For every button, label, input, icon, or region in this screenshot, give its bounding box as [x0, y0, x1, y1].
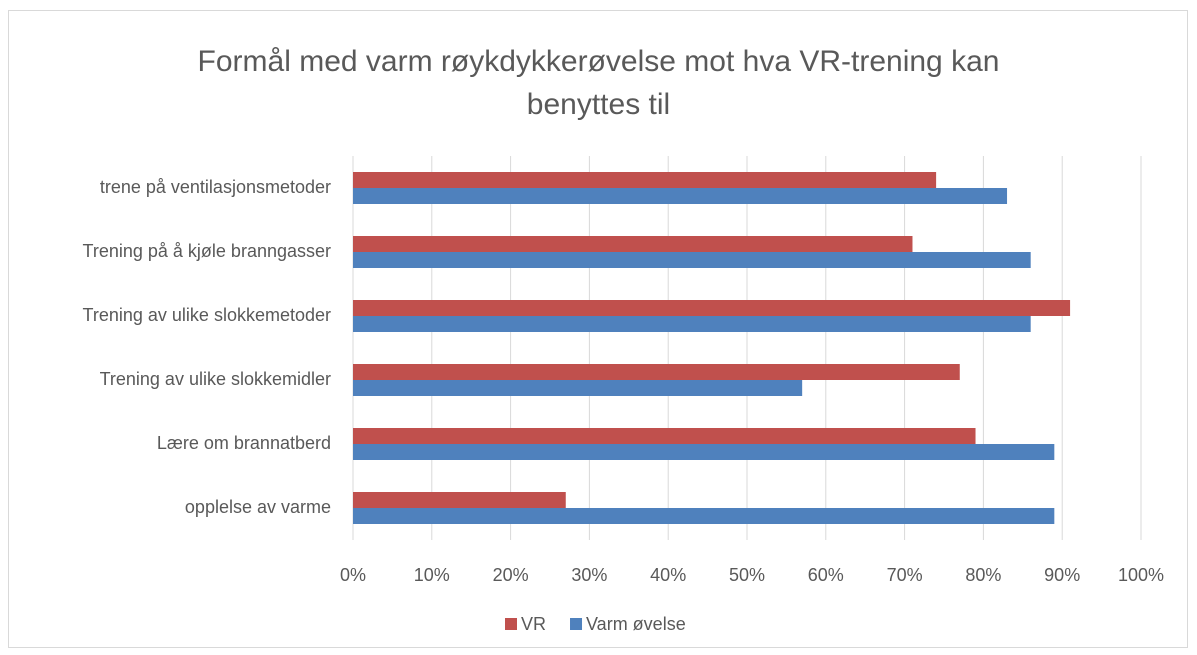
legend-swatch — [505, 618, 517, 630]
y-tick-label: Trening av ulike slokkemidler — [100, 369, 331, 389]
x-tick-label: 80% — [965, 565, 1001, 585]
y-tick-label: trene på ventilasjonsmetoder — [100, 177, 331, 197]
bar — [353, 428, 976, 444]
bar — [353, 300, 1071, 316]
x-tick-label: 20% — [493, 565, 529, 585]
bar — [353, 364, 960, 380]
bar — [353, 188, 1008, 204]
x-tick-label: 0% — [340, 565, 366, 585]
y-tick-label: opplelse av varme — [185, 497, 331, 517]
y-tick-label: Trening på å kjøle branngasser — [83, 241, 331, 261]
bar — [353, 508, 1055, 524]
bar — [353, 252, 1031, 268]
bar — [353, 172, 937, 188]
x-tick-label: 90% — [1044, 565, 1080, 585]
bar — [353, 236, 913, 252]
legend-swatch — [570, 618, 583, 630]
bar — [353, 492, 566, 508]
bar — [353, 380, 803, 396]
legend-label: Varm øvelse — [586, 614, 686, 634]
legend-label: VR — [521, 614, 546, 634]
y-tick-label: Lære om brannatberd — [157, 433, 331, 453]
x-tick-label: 60% — [808, 565, 844, 585]
x-tick-label: 40% — [650, 565, 686, 585]
bar — [353, 444, 1055, 460]
bar — [353, 316, 1031, 332]
x-tick-label: 100% — [1118, 565, 1164, 585]
x-tick-label: 10% — [414, 565, 450, 585]
chart-frame — [8, 10, 1188, 648]
x-tick-label: 30% — [571, 565, 607, 585]
chart-title: Formål med varm røykdykkerøvelse mot hva… — [197, 45, 1000, 121]
y-tick-label: Trening av ulike slokkemetoder — [83, 305, 331, 325]
x-tick-label: 50% — [729, 565, 765, 585]
x-tick-label: 70% — [887, 565, 923, 585]
